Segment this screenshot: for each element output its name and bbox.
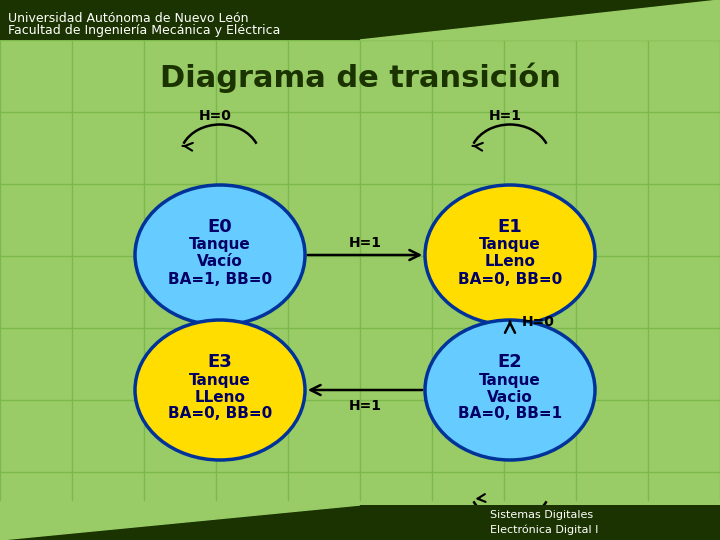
Text: Tanque: Tanque bbox=[189, 238, 251, 253]
Text: Tanque: Tanque bbox=[189, 373, 251, 388]
Text: BA=0, BB=0: BA=0, BB=0 bbox=[458, 272, 562, 287]
Text: LLeno: LLeno bbox=[194, 389, 246, 404]
Text: E1: E1 bbox=[498, 218, 523, 236]
Text: H=1: H=1 bbox=[488, 110, 521, 124]
Text: Sistemas Digitales: Sistemas Digitales bbox=[490, 510, 593, 521]
Text: BA=1, BB=0: BA=1, BB=0 bbox=[168, 272, 272, 287]
Ellipse shape bbox=[135, 185, 305, 325]
Text: BA=0, BB=1: BA=0, BB=1 bbox=[458, 407, 562, 422]
Text: Diagrama de transición: Diagrama de transición bbox=[160, 63, 560, 93]
Text: LLeno: LLeno bbox=[485, 254, 536, 269]
Text: H=1: H=1 bbox=[348, 236, 382, 250]
Text: H=0: H=0 bbox=[531, 522, 564, 536]
Text: Universidad Autónoma de Nuevo León: Universidad Autónoma de Nuevo León bbox=[8, 12, 248, 25]
Bar bbox=[0, 505, 720, 540]
Text: Tanque: Tanque bbox=[479, 373, 541, 388]
Text: Mayo de 2013: Mayo de 2013 bbox=[8, 517, 87, 528]
Text: H=1: H=1 bbox=[348, 399, 382, 413]
Text: H=0: H=0 bbox=[521, 315, 554, 329]
Text: Vacio: Vacio bbox=[487, 389, 533, 404]
Text: E3: E3 bbox=[207, 353, 233, 371]
Text: E2: E2 bbox=[498, 353, 523, 371]
Text: BA=0, BB=0: BA=0, BB=0 bbox=[168, 407, 272, 422]
Text: H=0: H=0 bbox=[199, 110, 231, 124]
Text: Electrónica Digital I: Electrónica Digital I bbox=[490, 525, 598, 536]
Text: Tanque: Tanque bbox=[479, 238, 541, 253]
Text: Facultad de Ingeniería Mecánica y Eléctrica: Facultad de Ingeniería Mecánica y Eléctr… bbox=[8, 24, 280, 37]
Bar bbox=[0, 0, 720, 40]
Ellipse shape bbox=[425, 320, 595, 460]
Text: Vacío: Vacío bbox=[197, 254, 243, 269]
Polygon shape bbox=[0, 505, 360, 540]
Ellipse shape bbox=[425, 185, 595, 325]
Text: E0: E0 bbox=[207, 218, 233, 236]
Polygon shape bbox=[360, 0, 720, 40]
Ellipse shape bbox=[135, 320, 305, 460]
